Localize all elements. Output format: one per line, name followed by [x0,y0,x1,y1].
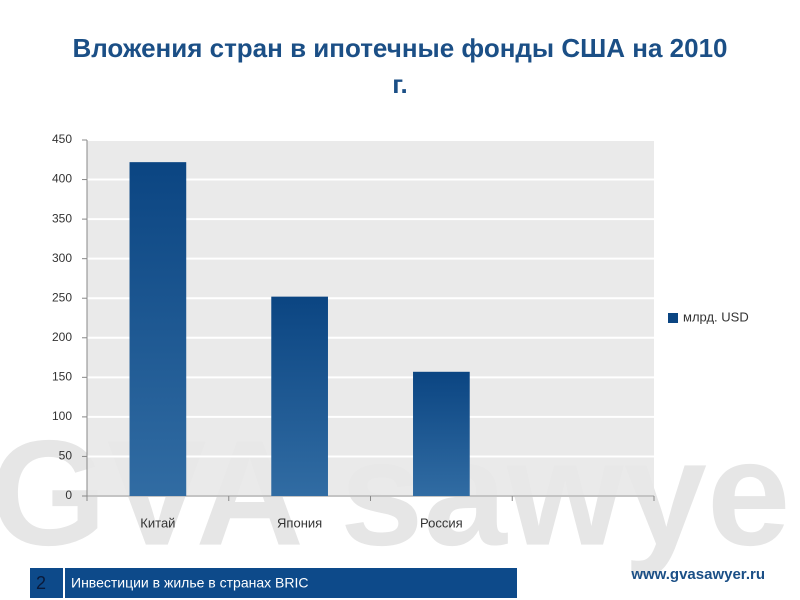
chart-title: Вложения стран в ипотечные фонды США на … [72,33,728,99]
bar [271,296,328,496]
y-tick-label: 200 [52,330,72,344]
legend-swatch [668,313,678,323]
y-tick-label: 100 [52,409,72,423]
y-tick-label: 350 [52,211,72,225]
bar [129,162,187,496]
y-tick-label: 50 [59,449,73,463]
x-tick-label: Япония [277,515,322,530]
x-tick-label: Китай [140,515,175,530]
y-tick-label: 0 [65,488,72,502]
y-tick-label: 450 [52,132,72,146]
footer-text: Инвестиции в жилье в странах BRIC [71,575,308,591]
y-tick-label: 300 [52,251,72,265]
footer-bar [30,568,517,598]
y-tick-label: 250 [52,290,72,304]
y-tick-label: 150 [52,370,72,384]
url: www.gvasawyer.ru [630,566,765,583]
y-tick-label: 400 [52,172,72,186]
x-tick-label: Россия [420,515,463,530]
legend-label: млрд. USD [683,309,749,324]
bar [413,371,470,496]
slide-number: 2 [36,573,46,593]
